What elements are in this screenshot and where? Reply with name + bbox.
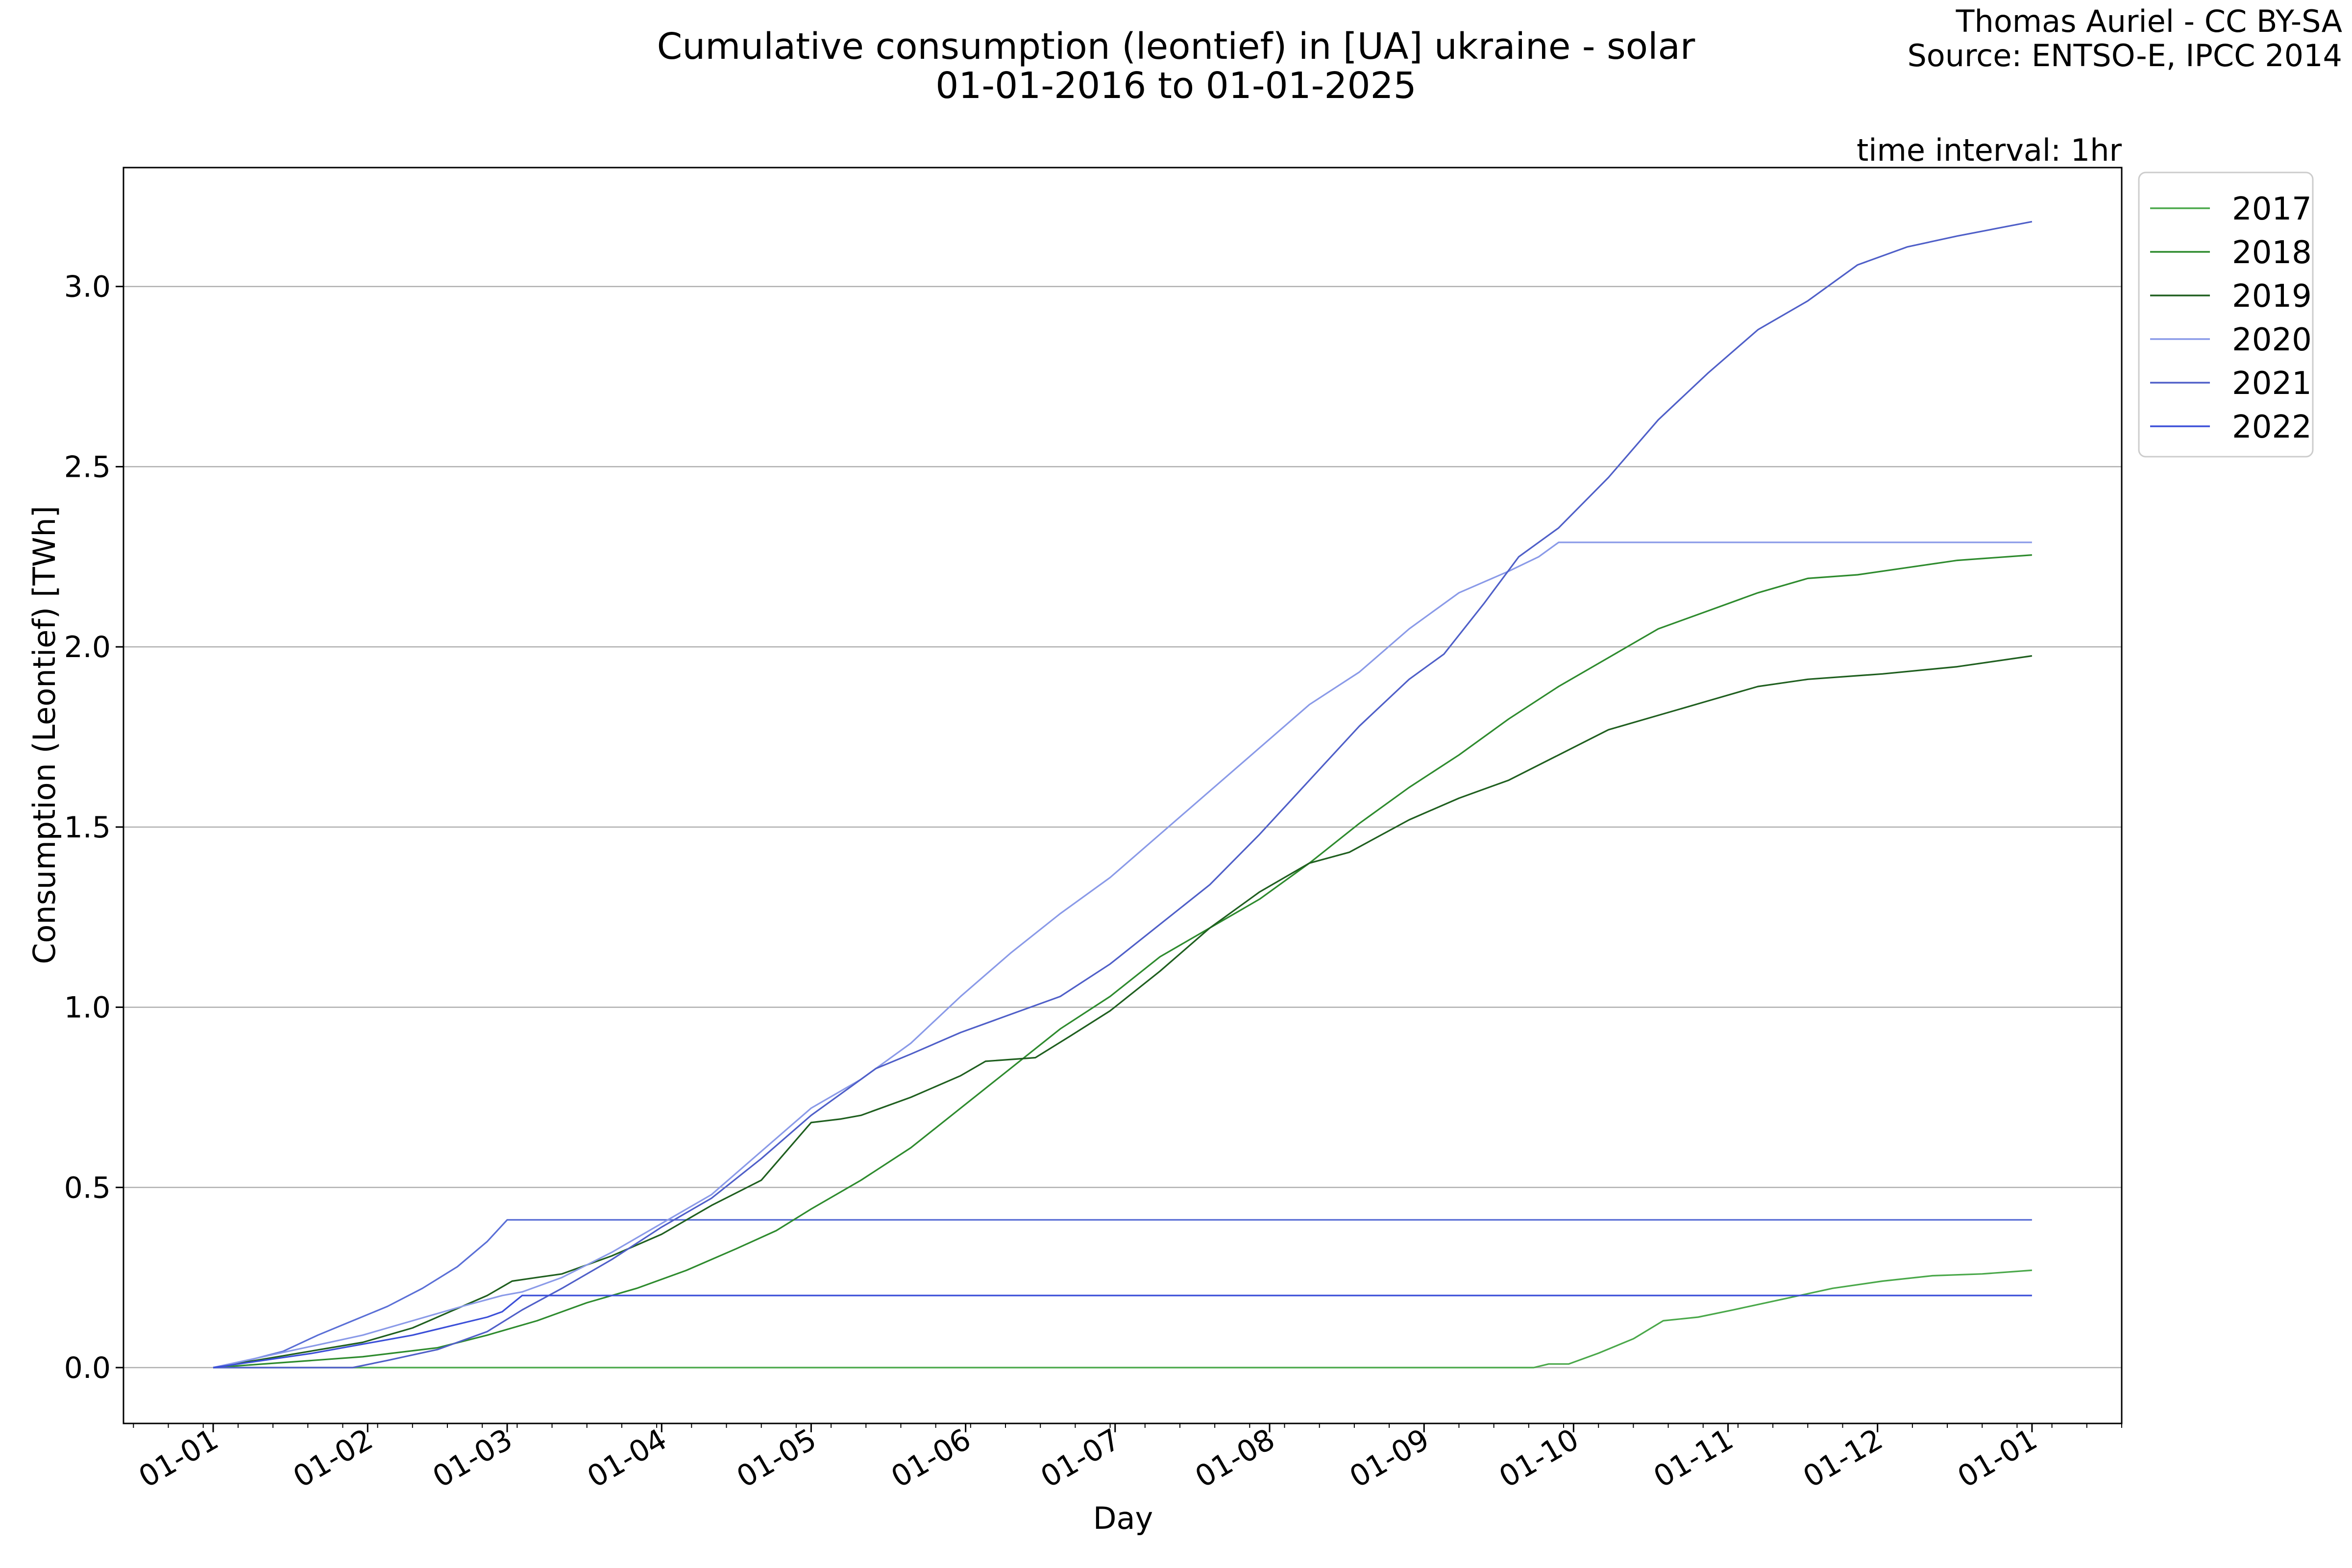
x-tick-label: 01-12 [1797, 1422, 1888, 1494]
x-tick-label: 01-01 [1952, 1422, 2043, 1494]
chart-title: Cumulative consumption (leontief) in [UA… [657, 25, 1695, 68]
y-tick-label: 2.0 [64, 630, 111, 664]
y-tick-label: 1.5 [64, 810, 111, 845]
y-tick-label: 2.5 [64, 450, 111, 484]
x-tick-label: 01-11 [1648, 1422, 1739, 1494]
legend-label: 2017 [2232, 191, 2312, 227]
y-tick-label: 1.0 [64, 991, 111, 1025]
grid-lines [123, 286, 2122, 1369]
legend-box [2138, 172, 2314, 458]
x-tick-label: 01-01 [133, 1422, 224, 1494]
x-tick-label: 01-07 [1035, 1422, 1126, 1494]
series-line-2016 [213, 1219, 2032, 1369]
series-line-2021 [213, 220, 2033, 1369]
time-interval-annotation: time interval: 1hr [1857, 132, 2122, 168]
x-tick-label: 01-03 [427, 1422, 518, 1494]
legend-label: 2021 [2232, 366, 2312, 402]
plot-frame [122, 167, 2123, 1424]
series-line-2020 [213, 541, 2032, 1369]
chart-subtitle: 01-01-2016 to 01-01-2025 [935, 65, 1416, 107]
credit-source: Source: ENTSO-E, IPCC 2014 [1907, 38, 2342, 74]
series-line-2017 [213, 1269, 2033, 1369]
y-tick-label: 0.0 [64, 1351, 111, 1385]
x-tick-label: 01-04 [582, 1422, 673, 1494]
y-axis: 0.0 0.5 1.0 1.5 2.0 2.5 3.0 [64, 270, 123, 1385]
x-tick-label: 01-06 [885, 1422, 977, 1494]
x-axis: 01-01 01-02 01-03 01-04 01-05 01-06 01-07 01-08… [133, 1422, 2122, 1494]
series-line-2019 [213, 655, 2033, 1369]
series-line-2018 [213, 554, 2033, 1369]
x-tick-label: 01-08 [1190, 1422, 1281, 1494]
x-axis-label: Day [1093, 1500, 1153, 1536]
x-tick-label: 01-05 [731, 1422, 822, 1494]
legend-label: 2018 [2232, 235, 2312, 271]
legend: 2017 2018 2019 2020 2021 2022 [2138, 172, 2314, 458]
plot-lines [213, 220, 2033, 1369]
y-axis-label: Consumption (Leontief) [TWh] [26, 506, 62, 964]
x-tick-label: 01-10 [1494, 1422, 1585, 1494]
y-tick-label: 3.0 [64, 270, 111, 304]
credit-author: Thomas Auriel - CC BY-SA [1956, 3, 2342, 39]
series-line-2022 [213, 1295, 2032, 1369]
legend-label: 2019 [2232, 278, 2312, 315]
legend-label: 2020 [2232, 322, 2312, 358]
x-tick-label: 01-09 [1344, 1422, 1435, 1494]
x-tick-label: 01-02 [288, 1422, 379, 1494]
y-tick-label: 0.5 [64, 1171, 111, 1205]
legend-label: 2022 [2232, 409, 2312, 445]
